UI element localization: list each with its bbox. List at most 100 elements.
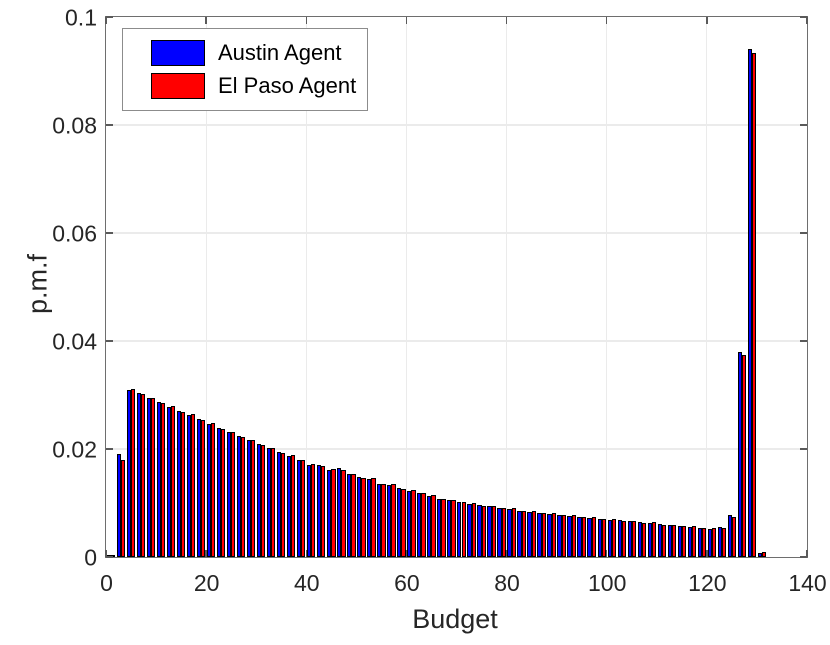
bar-el-paso-agent-budget-57 [391,484,396,557]
gridline-x-20 [205,17,207,557]
bar-el-paso-agent-budget-31 [261,445,266,557]
bottom-tick-x-60 [405,550,408,557]
bar-el-paso-agent-budget-73 [471,503,476,557]
bar-austin-agent-budget-101 [607,519,612,557]
bar-el-paso-agent-budget-117 [691,526,697,557]
bar-austin-agent-budget-89 [547,513,552,557]
top-tick-x-80 [505,17,508,24]
bottom-tick-x-80 [505,550,508,557]
legend-row-austin: Austin Agent [123,36,367,69]
bar-austin-agent-budget-117 [687,526,692,557]
bar-el-paso-agent-budget-35 [281,453,286,557]
gridline-y-0.06 [106,232,807,234]
bottom-tick-x-140 [806,550,808,557]
bar-el-paso-agent-budget-5 [131,388,136,557]
bar-austin-agent-budget-105 [627,521,632,557]
x-tick-label-40: 40 [293,570,320,596]
bar-el-paso-agent-budget-27 [241,437,246,557]
bar-el-paso-agent-budget-49 [351,473,356,557]
gridline-y-0.02 [106,448,807,450]
right-tick-y-0.06 [800,232,807,234]
bar-austin-agent-budget-95 [577,516,582,557]
top-tick-x-60 [405,17,408,24]
bar-austin-agent-budget-69 [447,500,452,557]
bar-austin-agent-budget-79 [497,507,502,557]
bar-el-paso-agent-budget-115 [681,526,686,557]
bar-austin-agent-budget-7 [136,393,142,557]
bar-austin-agent-budget-119 [697,527,702,557]
bar-austin-agent-budget-109 [647,522,652,557]
legend-swatch-austin [151,39,205,66]
gridline-x-40 [305,17,307,557]
bar-austin-agent-budget-63 [417,492,422,557]
bottom-tick-x-100 [605,550,608,557]
right-tick-y-0.02 [800,448,807,450]
bar-el-paso-agent-budget-15 [181,411,186,557]
gridline-x-120 [706,17,708,557]
bar-austin-agent-budget-17 [186,414,192,557]
bar-austin-agent-budget-59 [397,488,402,557]
bar-el-paso-agent-budget-75 [481,505,486,557]
bar-el-paso-agent-budget-121 [711,528,717,557]
bar-austin-agent-budget-113 [667,525,672,557]
bar-el-paso-agent-budget-99 [601,519,606,557]
bar-austin-agent-budget-55 [377,483,382,557]
bar-el-paso-agent-budget-89 [551,513,556,557]
bar-el-paso-agent-budget-43 [321,465,326,557]
bar-austin-agent-budget-99 [597,518,602,557]
bar-austin-agent-budget-85 [527,511,532,557]
bar-austin-agent-budget-45 [327,469,332,557]
left-tick-y-0 [106,556,113,558]
x-tick-label-60: 60 [394,570,420,596]
bar-austin-agent-budget-83 [517,510,522,557]
bar-el-paso-agent-budget-81 [511,508,516,557]
x-tick-label-20: 20 [193,570,220,596]
y-tick-label-0.04: 0.04 [52,328,97,354]
bar-austin-agent-budget-67 [437,498,442,557]
bar-austin-agent-budget-81 [507,508,512,557]
bar-austin-agent-budget-115 [677,525,682,557]
bar-el-paso-agent-budget-91 [561,515,566,557]
bar-austin-agent-budget-13 [166,406,172,557]
x-tick-label-80: 80 [494,570,520,596]
left-tick-y-0.04 [106,340,113,342]
y-tick-label-0.1: 0.1 [65,4,97,30]
bar-el-paso-agent-budget-123 [721,527,727,557]
right-tick-y-0.08 [800,124,807,126]
bar-el-paso-agent-budget-67 [441,499,446,557]
bar-el-paso-agent-budget-93 [571,515,576,557]
gridline-x-100 [606,17,608,557]
bar-austin-agent-budget-73 [467,503,472,557]
bar-el-paso-agent-budget-87 [541,513,546,557]
bar-el-paso-agent-budget-105 [631,520,636,557]
bar-austin-agent-budget-97 [587,517,592,557]
bar-el-paso-agent-budget-65 [431,495,436,557]
y-tick-label-0.02: 0.02 [52,436,97,462]
bar-austin-agent-budget-29 [247,440,252,557]
y-axis-label: p.m.f [22,253,53,315]
bar-el-paso-agent-budget-71 [461,502,466,557]
right-tick-y-0 [800,556,807,558]
bar-austin-agent-budget-131 [757,552,762,557]
bar-austin-agent-budget-25 [226,432,232,557]
bar-austin-agent-budget-49 [347,474,352,557]
bar-el-paso-agent-budget-83 [521,511,526,557]
legend-label-austin: Austin Agent [218,39,342,65]
bar-el-paso-agent-budget-103 [621,520,626,557]
bar-austin-agent-budget-61 [407,490,412,557]
ticks-layer [105,16,808,558]
bar-austin-agent-budget-57 [387,484,392,557]
bottom-tick-x-0 [105,550,107,557]
bar-austin-agent-budget-23 [216,427,222,557]
x-axis-label: Budget [412,604,498,634]
bar-austin-agent-budget-125 [727,515,732,557]
bar-austin-agent-budget-33 [267,448,272,557]
bar-el-paso-agent-budget-61 [411,490,416,557]
top-tick-x-120 [706,17,708,24]
bar-austin-agent-budget-41 [307,464,312,557]
bar-austin-agent-budget-9 [146,398,152,557]
bar-el-paso-agent-budget-59 [401,488,406,557]
bar-austin-agent-budget-71 [457,501,462,557]
gridline-y-0.08 [106,124,807,126]
legend-swatch-elpaso [151,72,205,99]
